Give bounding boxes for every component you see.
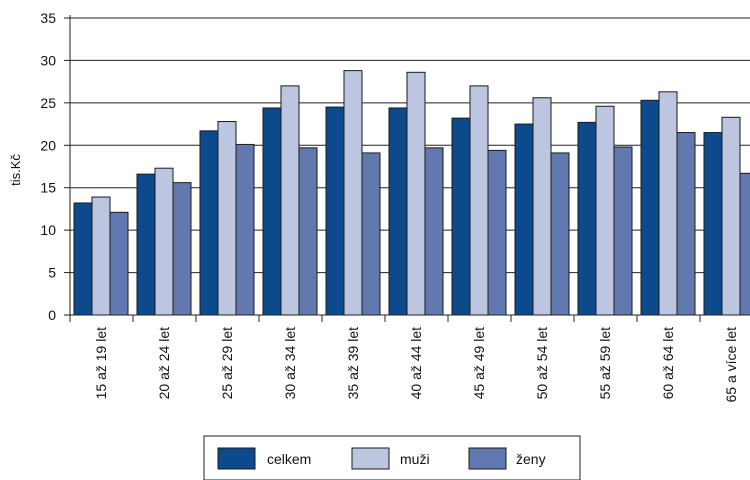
bar-celkem-8 [514, 123, 534, 316]
y-tick-label-35: 35 [40, 10, 56, 26]
bar-celkem-6 [388, 107, 408, 316]
legend-label-celkem: celkem [267, 451, 311, 467]
bar-muži-8 [532, 97, 552, 316]
bars [73, 70, 750, 316]
bar-muži-3 [217, 121, 237, 316]
legend-swatch-celkem [217, 447, 256, 470]
bar-muži-4 [280, 85, 300, 316]
x-tick-label-1: 15 až 19 let [93, 327, 109, 399]
bar-ženy-7 [487, 149, 507, 316]
x-tick-label-8: 50 až 54 let [534, 327, 550, 399]
bar-ženy-9 [613, 146, 633, 316]
bar-celkem-7 [451, 117, 471, 316]
bar-ženy-11 [739, 172, 750, 316]
bar-muži-1 [91, 196, 111, 316]
bar-celkem-5 [325, 106, 345, 316]
legend-swatch-muži [351, 447, 390, 470]
bar-celkem-10 [640, 99, 660, 316]
legend-box [203, 435, 581, 480]
bar-celkem-3 [199, 130, 219, 316]
bar-ženy-4 [298, 147, 318, 316]
bar-muži-2 [154, 167, 174, 316]
x-tick-label-7: 45 až 49 let [471, 327, 487, 399]
bar-ženy-8 [550, 152, 570, 316]
axes [69, 15, 750, 322]
legend: celkem muži ženy [203, 435, 581, 480]
y-tick-label-10: 10 [40, 222, 56, 238]
x-tick-label-3: 25 až 29 let [219, 327, 235, 399]
x-tick-label-10: 60 až 64 let [660, 327, 676, 399]
x-tick-label-6: 40 až 44 let [408, 327, 424, 399]
legend-label-ženy: ženy [516, 451, 546, 467]
y-tick-label-25: 25 [40, 95, 56, 111]
bar-ženy-2 [172, 182, 192, 316]
y-axis-label: tis.Kč [8, 154, 23, 186]
bar-ženy-1 [109, 211, 129, 316]
bar-celkem-1 [73, 202, 93, 316]
y-tick-labels: 0 5 10 15 20 25 30 35 [40, 10, 56, 323]
legend-swatch-ženy [468, 447, 507, 470]
y-tick-label-30: 30 [40, 52, 56, 68]
bar-muži-5 [343, 70, 363, 316]
bar-celkem-9 [577, 121, 597, 316]
x-tick-label-9: 55 až 59 let [597, 327, 613, 399]
y-tick-label-15: 15 [40, 180, 56, 196]
bar-muži-10 [658, 91, 678, 316]
x-tick-label-11: 65 a více let [723, 327, 739, 403]
bar-celkem-4 [262, 107, 282, 316]
bar-celkem-11 [703, 132, 723, 316]
bar-celkem-2 [136, 173, 156, 316]
bar-ženy-6 [424, 147, 444, 316]
y-tick-label-0: 0 [48, 307, 56, 323]
y-tick-label-20: 20 [40, 137, 56, 153]
x-tick-label-2: 20 až 24 let [156, 327, 172, 399]
bar-muži-6 [406, 71, 426, 316]
y-tick-label-5: 5 [48, 265, 56, 281]
bar-muži-11 [721, 116, 741, 316]
legend-label-muži: muži [400, 451, 430, 467]
x-tick-label-5: 35 až 39 let [345, 327, 361, 399]
bar-muži-7 [469, 85, 489, 316]
bar-ženy-10 [676, 132, 696, 316]
bar-ženy-3 [235, 143, 255, 316]
x-tick-label-4: 30 až 34 let [282, 327, 298, 399]
x-tick-labels: 15 až 19 let 20 až 24 let 25 až 29 let 30 a… [93, 327, 739, 403]
bar-ženy-5 [361, 152, 381, 316]
bar-muži-9 [595, 105, 615, 316]
